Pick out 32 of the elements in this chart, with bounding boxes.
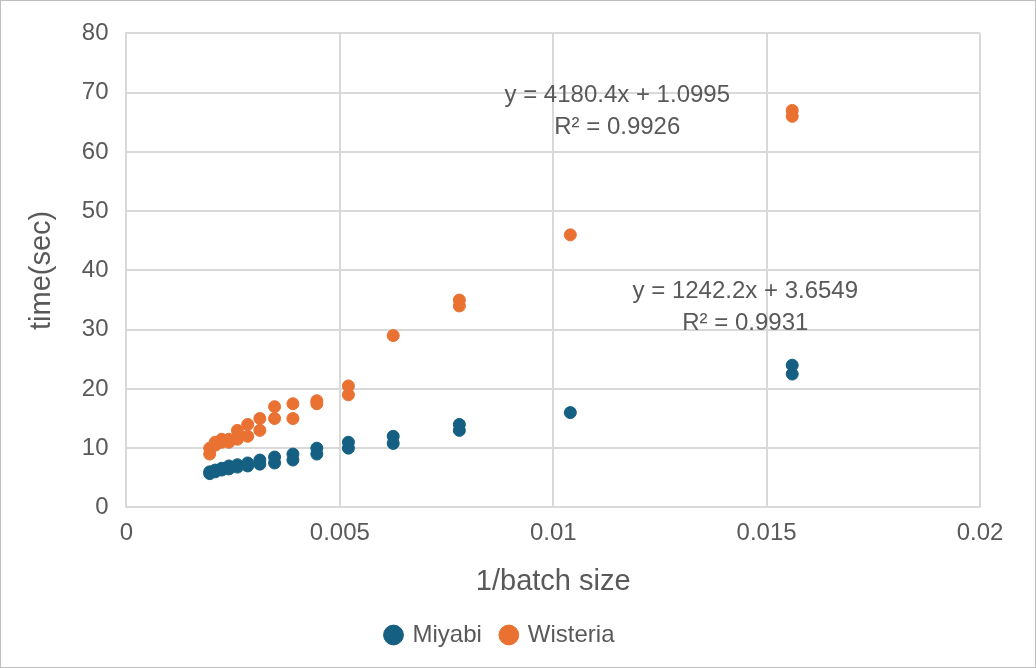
x-tick-label: 0.005 [309, 518, 370, 546]
point [341, 388, 355, 402]
y-tick-label: 20 [81, 373, 109, 401]
legend-label: Miyabi [412, 619, 482, 647]
point [241, 417, 255, 431]
x-tick-label: 0.01 [529, 518, 577, 546]
y-tick-label: 70 [81, 77, 109, 105]
point [268, 412, 282, 426]
legend-label: Wisteria [527, 619, 616, 647]
point [386, 329, 400, 343]
y-tick-label: 60 [81, 136, 109, 164]
x-tick-label: 0 [119, 518, 134, 546]
y-tick-label: 40 [81, 255, 109, 283]
annotation: y = 1242.2x + 3.6549 R² = 0.9931 [632, 275, 859, 335]
y-axis-title: time(sec) [24, 210, 57, 331]
annotation: y = 4180.4x + 1.0995 R² = 0.9926 [504, 80, 731, 140]
x-tick-label: 0.02 [956, 518, 1004, 546]
y-tick-label: 80 [81, 18, 109, 46]
point [563, 406, 577, 420]
y-tick-label: 50 [81, 195, 109, 223]
point [785, 367, 799, 381]
x-tick-label: 0.015 [736, 518, 797, 546]
y-tick-label: 10 [81, 432, 109, 460]
point [286, 412, 300, 426]
point [563, 228, 577, 242]
point [253, 423, 267, 437]
point [268, 400, 282, 414]
y-tick-label: 0 [95, 492, 109, 520]
point [253, 412, 267, 426]
point [286, 397, 300, 411]
y-tick-label: 30 [81, 314, 109, 342]
x-axis-title: 1/batch size [475, 563, 631, 596]
